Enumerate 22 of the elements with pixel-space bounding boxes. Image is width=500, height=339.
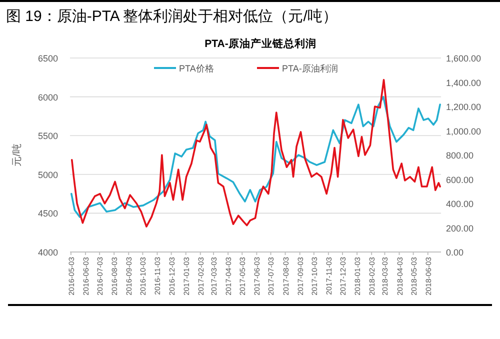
y2-tick-label: 400.00: [446, 199, 474, 209]
y-tick-label: 5500: [38, 131, 58, 142]
y-tick-label: 6000: [38, 92, 58, 102]
legend-label: PTA-原油利润: [282, 64, 338, 74]
y2-tick-label: 800.00: [446, 150, 474, 160]
y-tick-label: 4000: [38, 248, 58, 258]
y-tick-label: 6500: [38, 54, 58, 64]
y2-tick-label: 1,000.00: [446, 126, 482, 136]
chart-title: 图 19：原油-PTA 整体利润处于相对低位（元/吨）: [6, 8, 338, 25]
y2-tick-label: 1,600.00: [446, 54, 482, 64]
line-series: [70, 78, 441, 228]
y2-tick-label: 1,200.00: [446, 102, 482, 112]
y-tick-label: 5000: [38, 170, 58, 180]
line-series: [70, 96, 441, 218]
y-axis-title: 元/吨: [11, 144, 23, 166]
y2-tick-label: 200.00: [446, 223, 474, 234]
y-tick-label: 4500: [38, 208, 58, 219]
y2-tick-label: 600.00: [446, 174, 474, 185]
y2-tick-label: 0.00: [446, 248, 464, 258]
y2-tick-label: 1,400.00: [446, 78, 482, 88]
legend-label: PTA价格: [179, 64, 214, 74]
chart-subtitle: PTA-原油产业链总利润: [204, 37, 316, 50]
